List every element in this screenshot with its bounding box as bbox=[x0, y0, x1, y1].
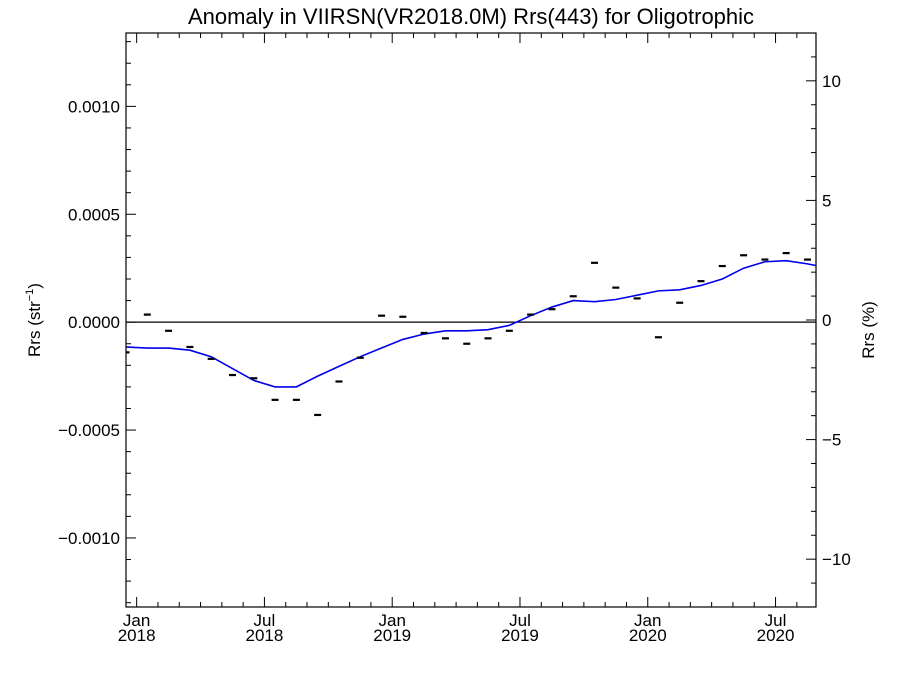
trend-layer bbox=[126, 259, 816, 388]
left-axis-label-sup: −1 bbox=[24, 289, 36, 302]
x-tick-year: 2020 bbox=[757, 626, 795, 645]
x-tick-month: Jul bbox=[765, 611, 787, 630]
chart-title: Anomaly in VIIRSN(VR2018.0M) Rrs(443) fo… bbox=[188, 4, 754, 29]
x-tick-month: Jul bbox=[509, 611, 531, 630]
x-tick-month: Jul bbox=[254, 611, 276, 630]
markers-layer bbox=[126, 252, 811, 417]
x-tick-year: 2018 bbox=[118, 626, 156, 645]
left-axis-label-end: ) bbox=[25, 283, 44, 289]
left-tick-label: 0.0000 bbox=[68, 313, 120, 332]
left-tick-label: −0.0005 bbox=[58, 421, 120, 440]
right-tick-label: 0 bbox=[822, 311, 831, 330]
right-tick-label: 10 bbox=[822, 72, 841, 91]
x-tick-year: 2020 bbox=[629, 626, 667, 645]
x-tick-year: 2019 bbox=[501, 626, 539, 645]
x-tick-month: Jan bbox=[378, 611, 405, 630]
x-tick-year: 2019 bbox=[373, 626, 411, 645]
x-tick-month: Jan bbox=[634, 611, 661, 630]
left-axis-label-base: Rrs (str bbox=[25, 301, 44, 357]
left-tick-label: 0.0005 bbox=[68, 205, 120, 224]
right-tick-label: 5 bbox=[822, 191, 831, 210]
x-tick-year: 2018 bbox=[246, 626, 284, 645]
left-axis-label: Rrs (str−1) bbox=[24, 283, 44, 357]
x-tick-month: Jan bbox=[123, 611, 150, 630]
left-tick-label: 0.0010 bbox=[68, 97, 120, 116]
right-tick-label: −5 bbox=[822, 431, 841, 450]
trend-line bbox=[126, 259, 816, 388]
right-axis-label: Rrs (%) bbox=[859, 301, 878, 359]
left-tick-label: −0.0010 bbox=[58, 529, 120, 548]
plot-frame bbox=[125, 32, 817, 608]
ticks-layer: 0.0010 0.0005 0.0000 −0.0005 −0.0010 10 5 0 −5 −1… bbox=[58, 32, 851, 645]
right-tick-label: −10 bbox=[822, 550, 851, 569]
